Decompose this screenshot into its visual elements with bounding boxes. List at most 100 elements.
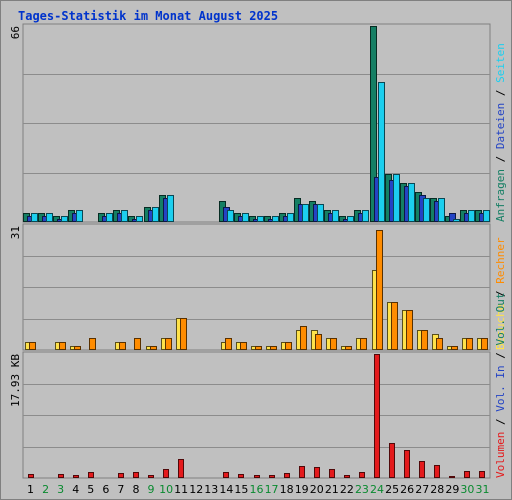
bar-volumen-day-22	[344, 475, 350, 478]
bar-seiten-day-19	[302, 204, 309, 222]
bar-rechner-day-26	[406, 310, 413, 350]
bar-seiten-day-10	[167, 195, 174, 222]
bar-volumen-day-27	[419, 461, 425, 478]
bar-rechner-day-1	[29, 342, 36, 350]
x-tick-label-22: 22	[340, 483, 354, 496]
bar-seiten-day-31	[483, 210, 490, 222]
legend-requests: Anfragen / Dateien / Seiten	[494, 43, 507, 222]
bar-anfragen-day-24	[370, 26, 377, 222]
x-tick-label-12: 12	[189, 483, 203, 496]
bar-seiten-day-28	[438, 198, 445, 222]
bar-seiten-day-7	[121, 210, 128, 222]
bar-volumen-day-8	[133, 472, 139, 478]
bar-volumen-day-20	[314, 467, 320, 478]
bar-volumen-day-30	[464, 471, 470, 478]
x-tick-label-28: 28	[430, 483, 444, 496]
bar-volumen-day-29	[449, 476, 455, 478]
bar-seiten-day-14	[227, 210, 234, 222]
bar-rechner-day-27	[421, 330, 428, 350]
legend-visits: Besuche / Rechner	[494, 237, 507, 350]
x-tick-label-2: 2	[42, 483, 49, 496]
bar-rechner-day-29	[451, 346, 458, 350]
y-max-label-requests: 66	[9, 26, 22, 39]
bar-volumen-day-21	[329, 469, 335, 478]
panel-visits: 31	[9, 223, 491, 351]
legend-item-anfragen: Anfragen	[494, 169, 507, 222]
bar-seiten-day-22	[347, 216, 354, 222]
bar-rechner-day-30	[466, 338, 473, 350]
bar-rechner-day-10	[165, 338, 172, 350]
bar-seiten-day-23	[362, 210, 369, 222]
bar-seiten-day-8	[136, 216, 143, 222]
bar-rechner-day-15	[240, 342, 247, 350]
x-tick-label-11: 11	[174, 483, 188, 496]
bar-rechner-day-14	[225, 338, 232, 350]
bar-volumen-day-18	[284, 473, 290, 478]
bar-seiten-day-27	[423, 198, 430, 222]
x-tick-label-5: 5	[87, 483, 94, 496]
bar-seiten-day-21	[332, 210, 339, 222]
bar-seiten-day-17	[272, 216, 279, 222]
bar-volumen-day-15	[238, 474, 244, 478]
bar-volumen-day-24	[374, 354, 380, 478]
bar-rechner-day-4	[74, 346, 81, 350]
bar-seiten-day-6	[106, 213, 113, 222]
bar-rechner-day-18	[285, 342, 292, 350]
x-tick-label-14: 14	[219, 483, 233, 496]
bar-volumen-day-5	[88, 472, 94, 478]
bar-volumen-day-19	[299, 466, 305, 478]
x-tick-label-1: 1	[27, 483, 34, 496]
bar-seiten-day-15	[242, 213, 249, 222]
legend-separator: /	[494, 83, 507, 103]
bar-rechner-day-25	[391, 302, 398, 350]
legend-item-seiten: Seiten	[494, 43, 507, 83]
bar-seiten-day-1	[31, 213, 38, 222]
bar-rechner-day-11	[180, 318, 187, 350]
x-tick-label-29: 29	[445, 483, 459, 496]
bar-seiten-day-16	[257, 216, 264, 222]
x-tick-label-25: 25	[385, 483, 399, 496]
legend-separator: /	[494, 149, 507, 169]
bar-rechner-day-20	[315, 334, 322, 350]
x-tick-label-31: 31	[475, 483, 489, 496]
x-tick-label-13: 13	[204, 483, 218, 496]
bar-volumen-day-23	[359, 472, 365, 478]
x-tick-label-15: 15	[234, 483, 248, 496]
legend-item-dateien: Dateien	[494, 103, 507, 149]
x-tick-label-7: 7	[117, 483, 124, 496]
x-tick-label-4: 4	[72, 483, 79, 496]
bar-volumen-day-16	[254, 475, 260, 478]
x-tick-label-8: 8	[132, 483, 139, 496]
x-tick-label-17: 17	[265, 483, 279, 496]
bar-seiten-day-29	[453, 219, 460, 222]
bar-rechner-day-16	[255, 346, 262, 350]
x-tick-label-3: 3	[57, 483, 64, 496]
bar-seiten-day-4	[76, 210, 83, 222]
bar-rechner-day-9	[150, 346, 157, 350]
bar-rechner-day-22	[345, 346, 352, 350]
y-max-label-visits: 31	[9, 226, 22, 239]
bar-volumen-day-10	[163, 469, 169, 478]
panel-volume: 17.93 KB	[9, 351, 491, 479]
x-tick-label-26: 26	[400, 483, 414, 496]
legend-item-vol-out: Vol. Out	[494, 293, 507, 346]
x-tick-label-21: 21	[325, 483, 339, 496]
bar-volumen-day-17	[269, 475, 275, 478]
bar-volumen-day-11	[178, 459, 184, 478]
panel-requests: 66	[9, 23, 491, 223]
chart-title: Tages-Statistik im Monat August 2025	[18, 9, 278, 23]
bar-volumen-day-4	[73, 475, 79, 478]
x-tick-label-18: 18	[280, 483, 294, 496]
x-tick-label-30: 30	[460, 483, 474, 496]
x-tick-label-23: 23	[355, 483, 369, 496]
bar-volumen-day-31	[479, 471, 485, 478]
bar-seiten-day-18	[287, 213, 294, 222]
bar-seiten-day-20	[317, 204, 324, 222]
bar-volumen-day-3	[58, 474, 64, 478]
legend-item-vol-in: Vol. In	[494, 365, 507, 411]
legend-item-besuche: Besuche	[494, 304, 507, 350]
bar-rechner-day-31	[481, 338, 488, 350]
legend-separator: /	[494, 346, 507, 366]
bar-seiten-day-24	[378, 82, 385, 222]
